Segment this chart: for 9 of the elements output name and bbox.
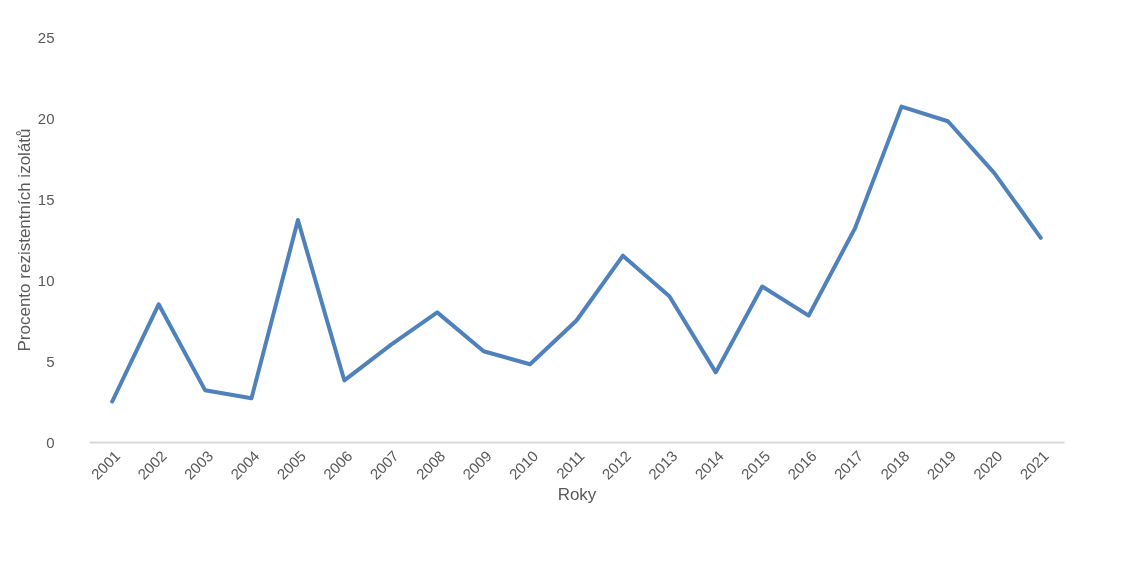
y-tick-label: 10 bbox=[37, 271, 55, 289]
x-axis-title: Roky bbox=[557, 484, 597, 504]
y-axis-title: Procento rezistentních izolátů bbox=[14, 128, 34, 352]
y-tick-label: 25 bbox=[37, 28, 55, 46]
line-series bbox=[110, 104, 1043, 404]
y-tick-label: 5 bbox=[46, 352, 55, 370]
y-tick-label: 20 bbox=[37, 109, 55, 127]
y-tick-label: 0 bbox=[46, 433, 55, 451]
y-tick-label: 15 bbox=[37, 190, 55, 208]
